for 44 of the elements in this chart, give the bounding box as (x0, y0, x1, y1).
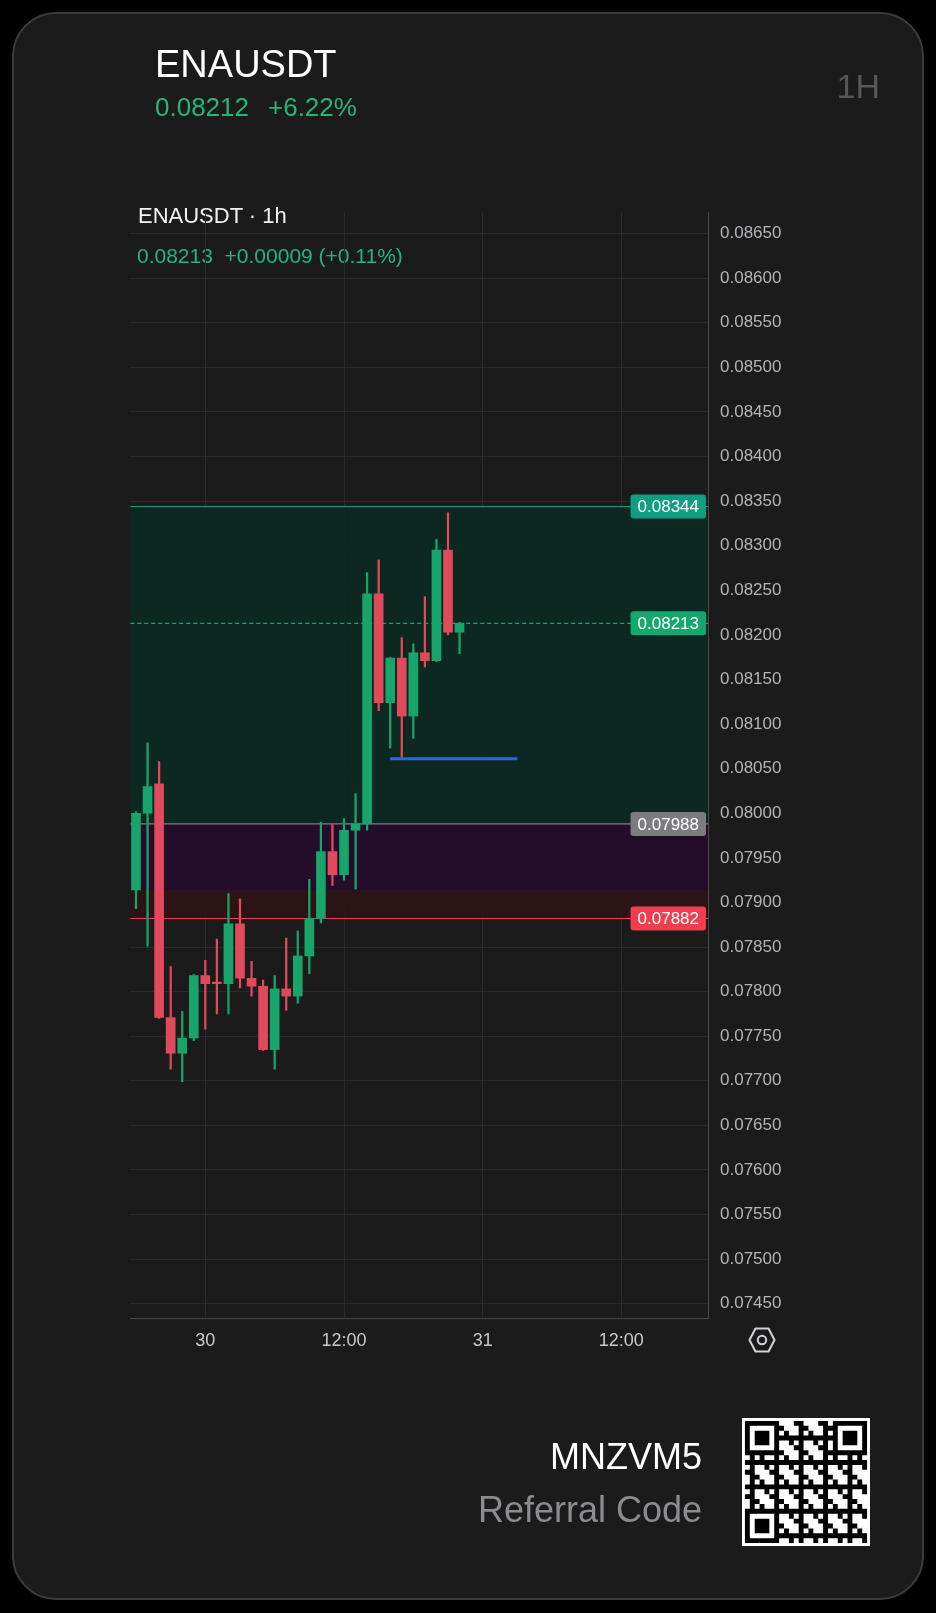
ref-line-label: 0.08344 (637, 497, 699, 517)
y-tick-label: 0.07850 (720, 936, 782, 956)
y-tick-label: 0.08550 (720, 312, 782, 332)
y-tick-label: 0.07700 (720, 1070, 782, 1090)
y-tick-label: 0.07450 (720, 1293, 782, 1313)
annotation: ENAUSDT · 1h (138, 203, 287, 228)
text: +6.22% (268, 92, 357, 122)
y-tick-label: 0.08650 (720, 223, 782, 243)
y-tick-label: 0.08050 (720, 758, 782, 778)
ref-line-label: 0.07988 (637, 814, 699, 834)
y-tick-label: 0.07950 (720, 847, 782, 867)
y-tick-label: 0.07500 (720, 1248, 782, 1268)
chart-title: ENAUSDT (155, 43, 337, 85)
ref-line-label: 0.07882 (637, 909, 699, 929)
annotation: 0.08213 +0.00009 (+0.11%) (137, 244, 403, 267)
y-tick-label: 0.08350 (720, 490, 782, 510)
y-tick-label: 0.08200 (720, 624, 782, 644)
candlestick (142, 742, 153, 947)
y-tick-label: 0.08150 (720, 669, 782, 689)
y-tick-label: 0.08300 (720, 535, 782, 555)
y-tick-label: 0.08100 (720, 713, 782, 733)
y-tick-label: 0.08000 (720, 802, 782, 822)
text: Referral Code (477, 1489, 702, 1530)
x-tick-label: 12:00 (598, 1329, 644, 1350)
y-tick-label: 0.08250 (720, 580, 782, 599)
y-tick-label: 0.07650 (720, 1115, 782, 1135)
ref-line-label: 0.08213 (637, 614, 699, 633)
text: 1H (836, 67, 880, 105)
candlestick (246, 960, 257, 997)
y-tick-label: 0.08600 (720, 267, 782, 287)
y-tick-label: 0.07550 (720, 1204, 782, 1224)
y-tick-label: 0.07750 (720, 1025, 782, 1045)
text: MNZVM5 (550, 1436, 702, 1477)
text: 0.08212 (155, 92, 249, 122)
y-tick-label: 0.07800 (720, 981, 782, 1001)
candlestick (350, 793, 361, 890)
x-tick-label: 30 (195, 1329, 216, 1350)
y-tick-label: 0.07600 (720, 1159, 782, 1179)
y-tick-label: 0.08400 (720, 446, 782, 466)
x-tick-label: 12:00 (321, 1329, 367, 1350)
x-tick-label: 31 (472, 1329, 493, 1350)
y-tick-label: 0.08500 (720, 357, 782, 377)
y-tick-label: 0.07900 (720, 892, 782, 912)
y-tick-label: 0.08450 (720, 401, 782, 421)
